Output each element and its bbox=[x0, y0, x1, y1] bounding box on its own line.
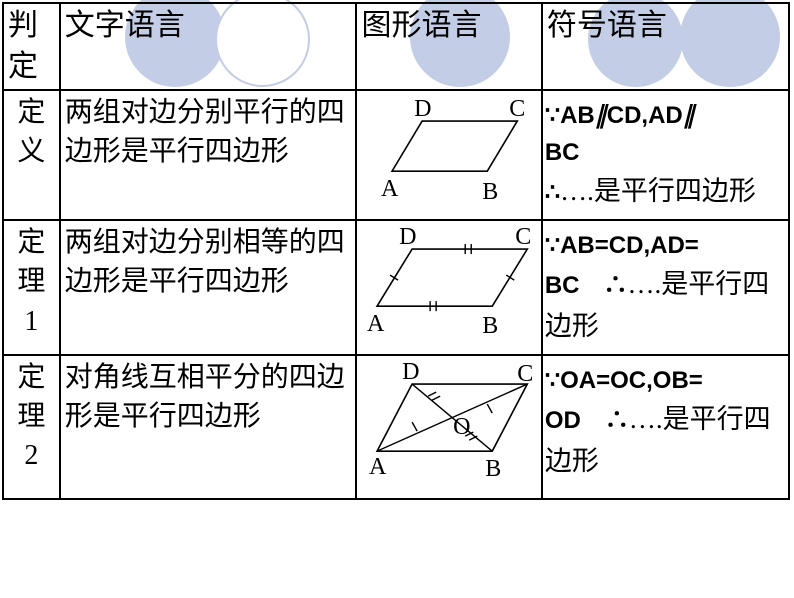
pt-C: C bbox=[516, 224, 532, 250]
row3-text-content: 对角线互相平分的四边形是平行四边形 bbox=[65, 362, 345, 432]
row3-figure: O D C A B bbox=[356, 355, 541, 499]
parallelogram-equal-icon: D C A B bbox=[357, 221, 540, 349]
header-col3-text: 图形语言 bbox=[361, 9, 481, 42]
row3-label-l2: 理 bbox=[8, 397, 55, 436]
pt-A: A bbox=[382, 176, 400, 202]
header-col4: 符号语言 bbox=[542, 3, 789, 90]
header-col2-text: 文字语言 bbox=[65, 9, 185, 42]
header-col4-text: 符号语言 bbox=[547, 9, 667, 42]
pt-C: C bbox=[510, 96, 526, 122]
row1-label-l2: 义 bbox=[8, 132, 55, 171]
row2-figure: D C A B bbox=[356, 220, 541, 355]
row1-label-l1: 定 bbox=[8, 93, 55, 132]
pt-B: B bbox=[483, 179, 499, 205]
row3-label-l1: 定 bbox=[8, 358, 55, 397]
pt-O: O bbox=[454, 414, 471, 440]
row2-label: 定 理 1 bbox=[3, 220, 60, 355]
row3-sym: ∵OA=OC,OB=OD ∴….是平行四边形 bbox=[545, 367, 771, 476]
row1-sym-l1: ∵AB∥CD,AD∥BC bbox=[545, 102, 695, 166]
row1-label: 定 义 bbox=[3, 90, 60, 220]
row2-text: 两组对边分别相等的四边形是平行四边形 bbox=[60, 220, 357, 355]
row2-text-content: 两组对边分别相等的四边形是平行四边形 bbox=[65, 227, 345, 297]
row1-sym-l2: ∴….是平行四边形 bbox=[545, 179, 756, 206]
pt-C: C bbox=[518, 361, 534, 387]
parallelogram-icon: D C A B bbox=[357, 91, 540, 219]
theorem-table: 判定 文字语言 图形语言 符号语言 定 义 两组对边分别平行的四边形是平行四边形… bbox=[2, 2, 790, 500]
row1-text: 两组对边分别平行的四边形是平行四边形 bbox=[60, 90, 357, 220]
header-col1: 判定 bbox=[3, 3, 60, 90]
row3-label: 定 理 2 bbox=[3, 355, 60, 499]
row2-label-l2: 理 bbox=[8, 262, 55, 301]
row1-symbol: ∵AB∥CD,AD∥BC ∴….是平行四边形 bbox=[542, 90, 789, 220]
pt-A: A bbox=[368, 311, 386, 337]
pt-B: B bbox=[486, 456, 502, 482]
pt-D: D bbox=[400, 224, 417, 250]
header-col1-text: 判定 bbox=[8, 9, 38, 83]
pt-D: D bbox=[415, 96, 432, 122]
row3-text: 对角线互相平分的四边形是平行四边形 bbox=[60, 355, 357, 499]
row2-sym: ∵AB=CD,AD=BC ∴….是平行四边形 bbox=[545, 232, 769, 341]
row2-label-l1: 定 bbox=[8, 223, 55, 262]
row2-label-l3: 1 bbox=[8, 302, 55, 341]
parallelogram-diag-icon: O D C A B bbox=[357, 356, 540, 498]
row3-symbol: ∵OA=OC,OB=OD ∴….是平行四边形 bbox=[542, 355, 789, 499]
row2-symbol: ∵AB=CD,AD=BC ∴….是平行四边形 bbox=[542, 220, 789, 355]
pt-B: B bbox=[483, 313, 499, 339]
row3-label-l3: 2 bbox=[8, 436, 55, 475]
pt-D: D bbox=[403, 359, 420, 385]
row1-figure: D C A B bbox=[356, 90, 541, 220]
header-col2: 文字语言 bbox=[60, 3, 357, 90]
header-col3: 图形语言 bbox=[356, 3, 541, 90]
row1-text-content: 两组对边分别平行的四边形是平行四边形 bbox=[65, 97, 345, 167]
pt-A: A bbox=[370, 454, 388, 480]
